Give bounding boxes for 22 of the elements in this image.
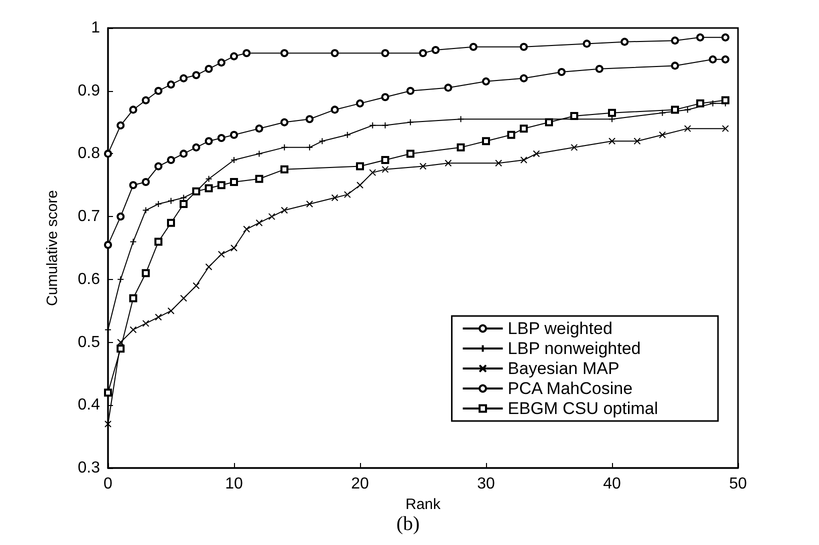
- y-tick-label: 0.7: [78, 208, 100, 226]
- y-tick-label: 0.4: [78, 396, 100, 414]
- y-tick-label: 0.8: [78, 145, 100, 162]
- x-tick-label: 40: [603, 476, 621, 492]
- x-tick-label: 30: [477, 476, 495, 492]
- y-tick-label: 0.9: [78, 82, 100, 100]
- x-tick-label: 50: [729, 476, 747, 492]
- y-axis-title: Cumulative score: [44, 190, 61, 306]
- text: (b): [396, 513, 420, 535]
- legend-label: PCA MahCosine: [508, 379, 633, 398]
- y-tick-label: 0.5: [78, 334, 100, 351]
- y-tick-label: 0.6: [78, 270, 100, 288]
- x-tick-label: 20: [351, 476, 369, 492]
- legend-label: EBGM CSU optimal: [508, 399, 658, 418]
- y-tick-label: 0.3: [78, 460, 100, 476]
- legend-label: LBP weighted: [508, 319, 612, 338]
- y-tick-label: 1: [91, 20, 100, 36]
- x-tick-label: 10: [225, 476, 243, 492]
- x-axis-title: Rank: [405, 496, 441, 513]
- legend-label: Bayesian MAP: [508, 359, 620, 378]
- legend-label: LBP nonweighted: [508, 339, 641, 358]
- x-tick-label: 0: [104, 476, 113, 492]
